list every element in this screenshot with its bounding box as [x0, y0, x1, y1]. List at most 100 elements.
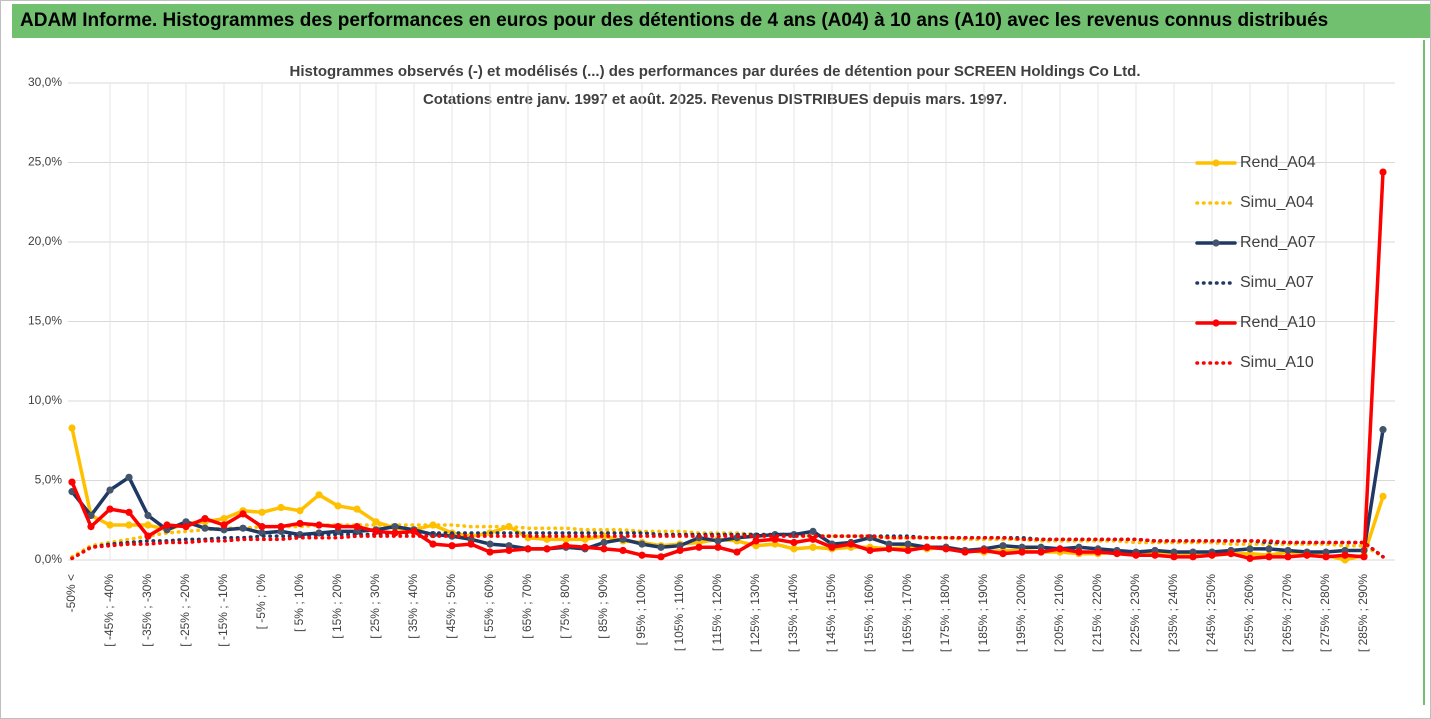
marker [505, 546, 513, 555]
marker [125, 473, 133, 481]
marker [1075, 548, 1083, 556]
marker [809, 535, 817, 543]
marker [410, 527, 418, 535]
marker [1113, 550, 1121, 558]
marker [1265, 545, 1273, 553]
marker [125, 508, 133, 516]
marker [68, 424, 76, 432]
marker [1379, 426, 1387, 434]
marker [961, 548, 969, 556]
marker [1265, 553, 1273, 561]
marker [885, 545, 893, 553]
y-tick-label: 15,0% [28, 314, 62, 328]
marker [220, 515, 228, 523]
marker [999, 542, 1007, 550]
series-line [70, 531, 1385, 561]
x-tick-label: [ 105% ; 110% [672, 574, 686, 651]
marker [1303, 551, 1311, 559]
y-tick-label: 5,0% [35, 473, 63, 487]
series-line [70, 427, 1385, 554]
marker [277, 523, 285, 531]
marker [106, 486, 114, 494]
marker [524, 545, 532, 553]
marker [1018, 548, 1026, 556]
marker [315, 491, 323, 499]
x-tick-label: [ -35% ; -30% [140, 574, 154, 647]
x-tick-label: [ 25% ; 30% [368, 574, 382, 639]
marker [980, 546, 988, 555]
marker [87, 511, 95, 520]
marker [334, 523, 342, 531]
marker [866, 546, 874, 555]
y-tick-label: 30,0% [28, 75, 62, 89]
marker [904, 540, 912, 548]
marker [467, 540, 475, 548]
marker [125, 521, 133, 529]
marker [106, 521, 114, 529]
marker [676, 546, 684, 555]
marker [144, 521, 152, 529]
marker [201, 515, 209, 523]
x-tick-label: -50% < [64, 574, 78, 612]
marker [1379, 492, 1387, 500]
x-tick-label: [ 195% ; 200% [1014, 574, 1028, 652]
x-tick-label: [ 225% ; 230% [1128, 574, 1142, 652]
marker [562, 535, 570, 543]
marker [68, 478, 76, 486]
marker [657, 553, 665, 561]
marker [486, 548, 494, 556]
marker [144, 511, 152, 520]
marker [448, 542, 456, 550]
marker [999, 550, 1007, 558]
marker [201, 524, 209, 532]
x-tick-label: [ 285% ; 290% [1356, 574, 1370, 652]
x-tick-label: [ 135% ; 140% [786, 574, 800, 652]
legend-marker [1212, 239, 1220, 247]
x-tick-label: [ 95% ; 100% [634, 574, 648, 646]
marker [353, 505, 361, 513]
marker [144, 532, 152, 540]
x-tick-label: [ 185% ; 190% [976, 574, 990, 652]
marker [296, 507, 304, 515]
marker [942, 545, 950, 553]
x-tick-label: [ 5% ; 10% [292, 574, 306, 632]
marker [1246, 545, 1254, 553]
y-tick-label: 25,0% [28, 155, 62, 169]
x-tick-label: [ 15% ; 20% [330, 574, 344, 639]
legend-marker [1212, 159, 1220, 167]
marker [752, 537, 760, 545]
x-tick-label: [ 55% ; 60% [482, 574, 496, 639]
marker [1170, 553, 1178, 561]
marker [486, 540, 494, 548]
marker [1284, 546, 1292, 555]
marker [296, 519, 304, 528]
legend-label: Rend_A04 [1240, 154, 1316, 171]
marker [638, 540, 646, 548]
marker [714, 537, 722, 545]
marker [714, 543, 722, 551]
marker [1246, 554, 1254, 563]
marker [1037, 548, 1045, 556]
x-tick-label: [ 125% ; 130% [748, 574, 762, 652]
legend-label: Simu_A10 [1240, 354, 1314, 371]
marker [1284, 553, 1292, 561]
marker [828, 543, 836, 551]
marker [87, 523, 95, 531]
y-tick-label: 10,0% [28, 393, 62, 407]
x-tick-label: [ -5% ; 0% [254, 574, 268, 630]
legend-marker [1212, 319, 1220, 327]
x-tick-label: [ 265% ; 270% [1280, 574, 1294, 652]
marker [695, 543, 703, 551]
marker [334, 502, 342, 510]
x-tick-label: [ 165% ; 170% [900, 574, 914, 652]
marker [1056, 545, 1064, 553]
marker [258, 523, 266, 531]
marker [790, 545, 798, 553]
x-tick-label: [ 255% ; 260% [1242, 574, 1256, 652]
marker [429, 540, 437, 548]
marker [619, 546, 627, 555]
x-tick-label: [ 65% ; 70% [520, 574, 534, 639]
